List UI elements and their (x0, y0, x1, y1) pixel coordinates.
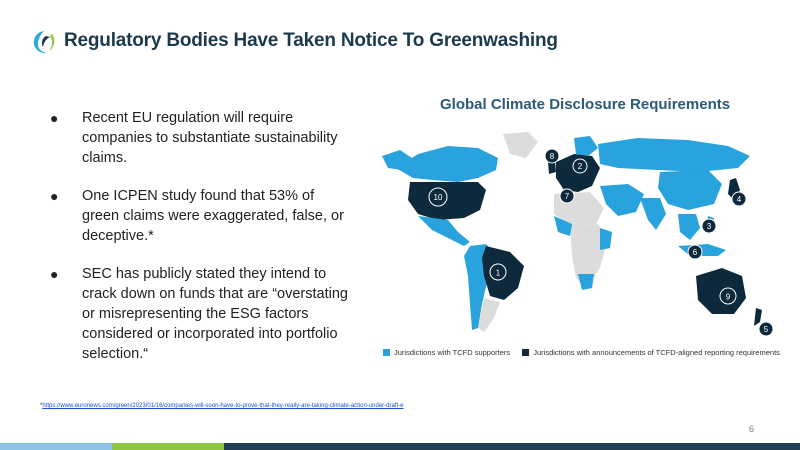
legend-label: Jurisdictions with announcements of TCFD… (533, 348, 780, 357)
east-africa-region (600, 228, 612, 250)
bullet-dot: ● (50, 110, 59, 126)
bullet-text: SEC has publicly stated they intend to c… (82, 266, 348, 362)
mexico-region (418, 216, 470, 246)
uk-region (548, 160, 556, 174)
map-legend: Jurisdictions with TCFD supporters Juris… (383, 348, 790, 358)
scandinavia-region (574, 136, 598, 156)
legend-label: Jurisdictions with TCFD supporters (394, 348, 511, 357)
canada-region (396, 146, 498, 182)
page-title: Regulatory Bodies Have Taken Notice To G… (64, 30, 558, 51)
usa-region (408, 182, 486, 220)
west-africa-region (554, 216, 572, 236)
svg-text:1: 1 (496, 269, 501, 278)
bottom-bar-segment (0, 443, 112, 450)
map-marker: 1 (489, 263, 507, 281)
australia-region (696, 268, 746, 314)
map-marker: 4 (731, 191, 747, 207)
svg-text:4: 4 (737, 195, 742, 204)
map-marker: 6 (687, 244, 703, 260)
svg-text:9: 9 (726, 293, 731, 302)
map-title: Global Climate Disclosure Requirements (440, 96, 731, 113)
india-region (640, 198, 666, 230)
svg-text:6: 6 (693, 248, 698, 257)
map-marker: 9 (719, 287, 737, 305)
bullet-text: Recent EU regulation will require compan… (82, 110, 338, 166)
svg-text:5: 5 (764, 325, 769, 334)
bullet-dot: ● (50, 188, 59, 204)
southeast-asia-region (678, 214, 700, 240)
new-zealand-region (754, 308, 762, 326)
world-map: 1 2 3 4 5 6 7 8 (382, 132, 774, 337)
bullet-item: ● Recent EU regulation will require comp… (50, 108, 350, 168)
legend-swatch (383, 349, 390, 356)
legend-item: Jurisdictions with announcements of TCFD… (522, 348, 780, 357)
map-marker: 7 (559, 188, 575, 204)
bullet-list: ● Recent EU regulation will require comp… (50, 108, 350, 382)
russia-region (598, 138, 750, 172)
greenland-region (503, 132, 538, 158)
leaf-swirl-icon (33, 31, 55, 54)
argentina-region (478, 298, 500, 332)
bullet-text: One ICPEN study found that 53% of green … (82, 188, 344, 244)
map-marker: 10 (428, 187, 448, 207)
legend-swatch (522, 349, 530, 356)
svg-text:10: 10 (434, 193, 443, 202)
page-number: 6 (749, 424, 755, 434)
footnote-link[interactable]: https://www.euronews.com/green/2023/01/1… (42, 403, 404, 409)
middle-east-region (600, 184, 644, 216)
bullet-item: ● One ICPEN study found that 53% of gree… (50, 186, 350, 246)
bottom-bar-segment (112, 443, 224, 450)
china-region (658, 170, 722, 210)
central-africa-region (570, 224, 608, 288)
map-marker: 8 (544, 148, 560, 164)
alaska-region (382, 150, 412, 170)
southern-africa-region (578, 274, 594, 290)
bottom-bar-segment (224, 443, 800, 450)
map-marker: 5 (758, 321, 774, 337)
bullet-item: ● SEC has publicly stated they intend to… (50, 264, 350, 364)
svg-text:3: 3 (707, 222, 712, 231)
legend-item: Jurisdictions with TCFD supporters (383, 348, 510, 357)
map-marker: 3 (701, 218, 717, 234)
bottom-bar (0, 443, 800, 450)
svg-text:8: 8 (550, 152, 555, 161)
svg-text:7: 7 (565, 192, 570, 201)
bullet-dot: ● (50, 266, 59, 282)
map-marker: 2 (572, 158, 588, 174)
svg-text:2: 2 (578, 162, 583, 171)
footnote-marker: * (40, 403, 43, 409)
footnote: *https://www.euronews.com/green/2023/01/… (40, 403, 404, 409)
